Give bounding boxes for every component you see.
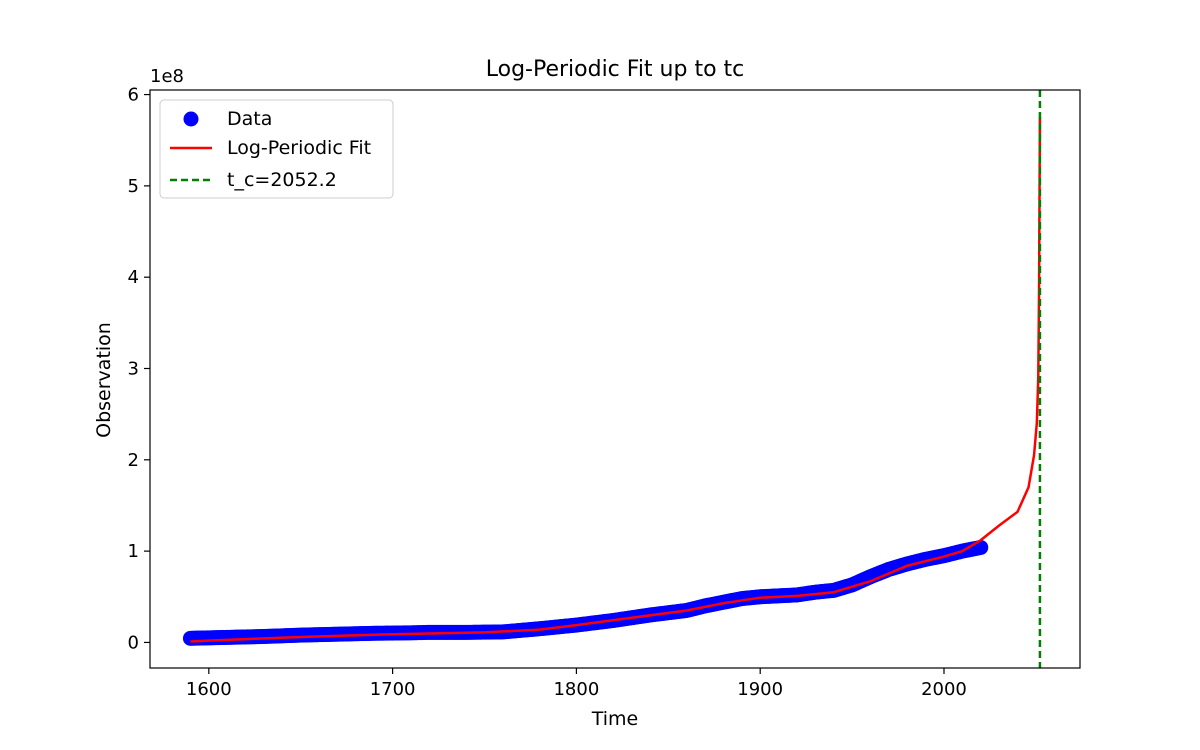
legend-data-marker [183,111,199,127]
plot-content [182,90,1042,668]
plot-frame [149,89,1081,669]
y-tick-label: 2 [128,450,139,471]
x-tick-label: 1600 [186,679,232,700]
chart-title: Log-Periodic Fit up to tc [486,57,745,82]
legend: Data Log-Periodic Fit t_c=2052.2 [159,99,394,199]
y-tick-label: 3 [128,358,139,379]
legend-label-tc: t_c=2052.2 [227,169,337,191]
x-tick-label: 1800 [553,679,599,700]
x-tick-label: 1700 [370,679,416,700]
legend-box [159,99,394,199]
x-axis-label: Time [591,708,639,730]
fit-line [190,117,1042,643]
y-axis-label: Observation [93,322,115,438]
x-tick-label: 2000 [921,679,967,700]
legend-label-data: Data [227,108,272,130]
y-tick-label: 0 [128,632,139,653]
y-tick-label: 5 [128,176,139,197]
y-tick-label: 6 [128,85,139,106]
y-offset-label: 1e8 [150,66,184,87]
scatter-series [182,539,989,646]
x-tick-label: 1900 [737,679,783,700]
y-tick-label: 4 [128,267,139,288]
legend-label-fit: Log-Periodic Fit [227,137,371,159]
y-tick-label: 1 [128,541,139,562]
x-axis-ticks: 1600 1700 1800 1900 2000 [186,668,967,700]
y-axis-ticks: 0 1 2 3 4 5 6 [128,85,150,653]
